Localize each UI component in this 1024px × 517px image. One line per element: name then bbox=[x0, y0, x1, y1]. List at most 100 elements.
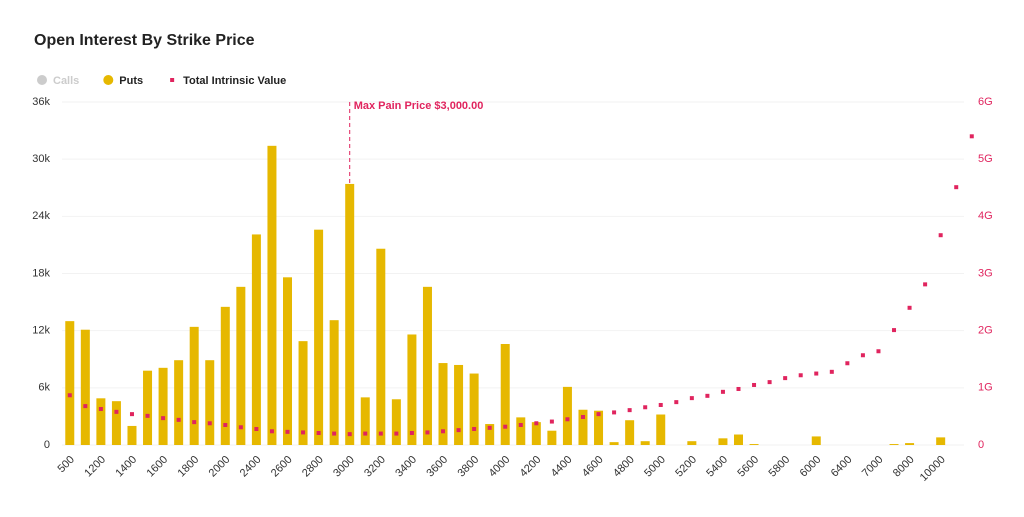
intrinsic-marker bbox=[783, 376, 788, 381]
bar bbox=[283, 277, 292, 445]
bar bbox=[811, 436, 821, 445]
bar bbox=[158, 367, 168, 445]
x-tick-label: 3800 bbox=[455, 454, 481, 480]
x-tick-label: 1600 bbox=[144, 454, 170, 480]
intrinsic-marker bbox=[580, 414, 585, 419]
y2-tick-label: 4G bbox=[978, 210, 993, 222]
intrinsic-marker bbox=[316, 430, 321, 435]
intrinsic-marker bbox=[752, 382, 757, 387]
legend-marker bbox=[103, 75, 114, 85]
x-tick-label: 4800 bbox=[611, 454, 637, 480]
y-tick-label: 18k bbox=[32, 267, 50, 279]
bar bbox=[500, 344, 510, 445]
legend-marker bbox=[37, 75, 47, 85]
x-tick-label: 8000 bbox=[891, 454, 917, 480]
intrinsic-marker bbox=[378, 431, 383, 436]
bar bbox=[345, 183, 355, 445]
x-tick-label: 6000 bbox=[798, 454, 824, 480]
bar bbox=[205, 360, 215, 445]
x-tick-label: 2600 bbox=[269, 454, 295, 480]
intrinsic-marker bbox=[456, 428, 461, 433]
legend-label[interactable]: Puts bbox=[119, 75, 143, 87]
legend-label[interactable]: Total Intrinsic Value bbox=[183, 75, 286, 87]
x-tick-label: 5600 bbox=[735, 454, 761, 480]
intrinsic-marker bbox=[720, 389, 725, 394]
intrinsic-marker bbox=[487, 425, 492, 430]
intrinsic-marker bbox=[238, 425, 243, 430]
intrinsic-marker bbox=[114, 409, 119, 414]
bar bbox=[65, 321, 75, 445]
bar bbox=[734, 434, 743, 445]
x-tick-label: 1200 bbox=[82, 454, 108, 480]
x-tick-label: 5400 bbox=[704, 454, 730, 480]
bar bbox=[314, 229, 324, 445]
intrinsic-marker bbox=[332, 431, 337, 436]
x-tick-label: 1400 bbox=[113, 454, 139, 480]
y-tick-label: 30k bbox=[32, 153, 50, 165]
intrinsic-marker bbox=[425, 430, 430, 435]
intrinsic-marker bbox=[829, 369, 834, 374]
intrinsic-marker bbox=[83, 404, 88, 409]
bar bbox=[422, 286, 432, 445]
x-tick-label: 2400 bbox=[238, 454, 264, 480]
intrinsic-marker bbox=[207, 421, 212, 426]
intrinsic-marker bbox=[627, 408, 632, 413]
bar bbox=[609, 442, 619, 445]
intrinsic-marker bbox=[363, 431, 368, 436]
y-tick-label: 6k bbox=[38, 382, 50, 394]
bar bbox=[531, 422, 541, 445]
y2-tick-label: 5G bbox=[978, 153, 993, 165]
intrinsic-marker bbox=[705, 393, 710, 398]
intrinsic-marker bbox=[938, 233, 943, 238]
intrinsic-marker bbox=[269, 429, 274, 434]
x-tick-label: 1800 bbox=[176, 454, 202, 480]
intrinsic-marker bbox=[192, 420, 197, 425]
bar bbox=[516, 417, 526, 445]
bar bbox=[360, 397, 370, 445]
bar bbox=[454, 364, 464, 445]
bar bbox=[220, 306, 230, 445]
bar bbox=[485, 424, 495, 445]
x-tick-label: 3200 bbox=[362, 454, 388, 480]
bar bbox=[469, 373, 479, 445]
x-tick-label: 6400 bbox=[829, 454, 855, 480]
intrinsic-marker bbox=[907, 305, 912, 310]
bar bbox=[905, 443, 915, 445]
intrinsic-marker bbox=[98, 406, 103, 411]
intrinsic-marker bbox=[658, 402, 663, 407]
y-tick-label: 0 bbox=[44, 439, 50, 451]
x-tick-label: 5000 bbox=[642, 454, 668, 480]
intrinsic-marker bbox=[845, 361, 850, 366]
x-tick-label: 3400 bbox=[393, 454, 419, 480]
intrinsic-marker bbox=[674, 400, 679, 405]
intrinsic-marker bbox=[223, 422, 228, 427]
x-tick-label: 2800 bbox=[300, 454, 326, 480]
intrinsic-marker bbox=[518, 422, 523, 427]
intrinsic-marker bbox=[301, 430, 306, 435]
intrinsic-marker bbox=[145, 413, 150, 418]
intrinsic-marker bbox=[954, 185, 959, 190]
bar bbox=[718, 438, 728, 445]
bar bbox=[80, 329, 90, 445]
intrinsic-marker bbox=[534, 421, 539, 426]
y-tick-label: 12k bbox=[32, 325, 50, 337]
x-tick-label: 2000 bbox=[207, 454, 233, 480]
intrinsic-marker bbox=[969, 134, 974, 139]
x-tick-label: 500 bbox=[55, 454, 76, 475]
intrinsic-marker bbox=[565, 417, 570, 422]
intrinsic-marker bbox=[176, 417, 181, 422]
legend-label[interactable]: Calls bbox=[53, 75, 79, 87]
intrinsic-marker bbox=[254, 426, 259, 431]
bar bbox=[936, 437, 946, 445]
bar bbox=[376, 248, 386, 445]
bar bbox=[687, 441, 697, 445]
intrinsic-marker bbox=[860, 353, 865, 358]
bar bbox=[251, 234, 261, 445]
y-tick-label: 24k bbox=[32, 210, 50, 222]
chart-title: Open Interest By Strike Price bbox=[34, 32, 255, 49]
y2-tick-label: 1G bbox=[978, 382, 993, 394]
bar bbox=[111, 401, 121, 445]
max-pain-label: Max Pain Price $3,000.00 bbox=[354, 100, 484, 112]
intrinsic-marker bbox=[161, 416, 166, 421]
